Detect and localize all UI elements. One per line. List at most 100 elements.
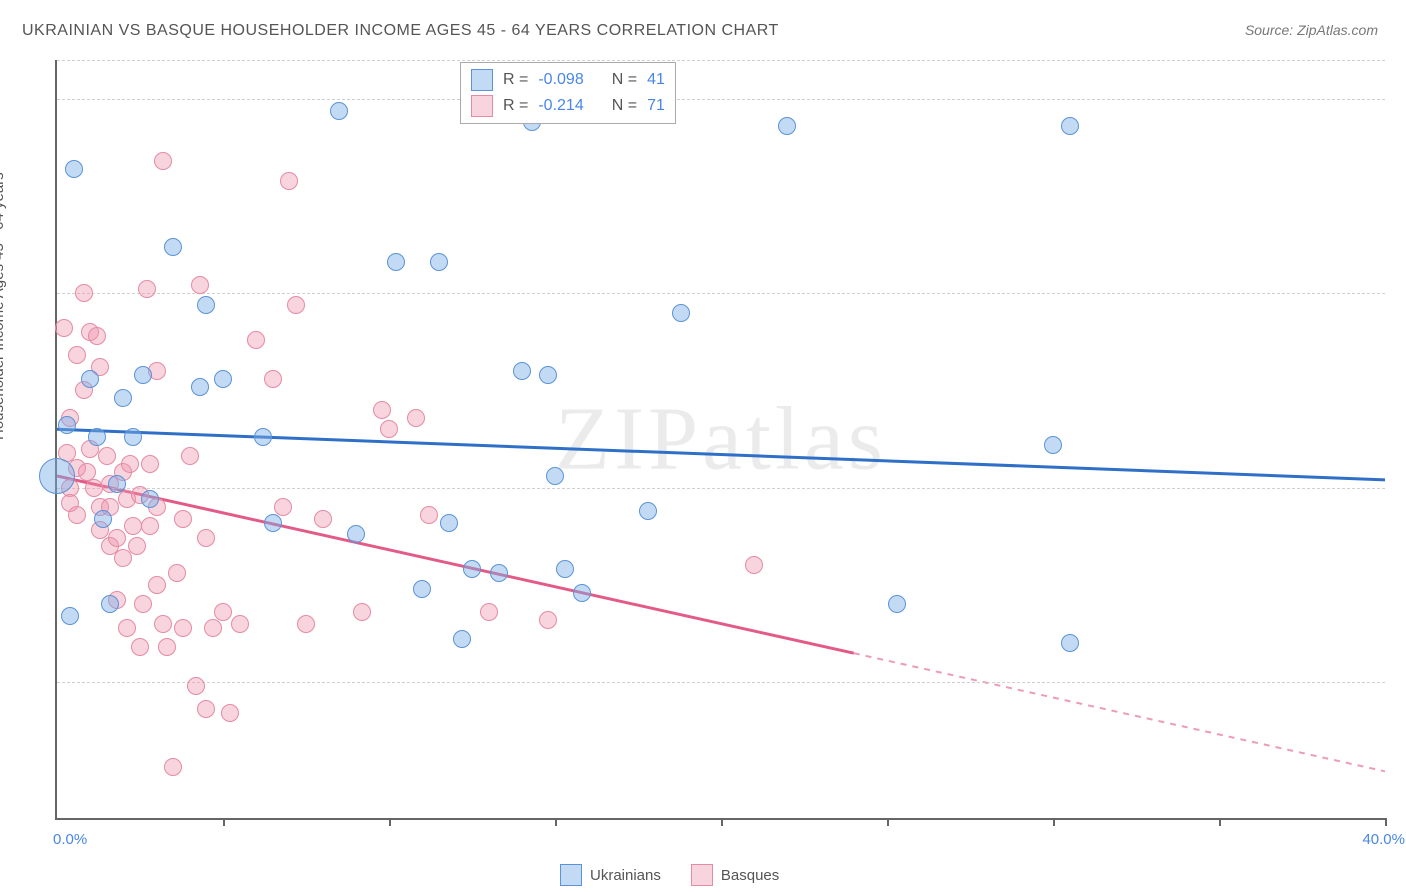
basques-point [204,619,222,637]
correlation-legend: R = -0.098 N = 41 R = -0.214 N = 71 [460,62,676,124]
ukrainians-label: Ukrainians [590,867,661,884]
x-tick [1385,818,1387,826]
basques-point [174,619,192,637]
basques-point [121,455,139,473]
ukrainians-point [1044,436,1062,454]
x-tick [721,818,723,826]
ukrainians-point [39,458,75,494]
x-tick [1053,818,1055,826]
legend-row-ukrainians: R = -0.098 N = 41 [471,67,665,93]
basques-point [745,556,763,574]
ukrainians-point [1061,117,1079,135]
ukrainians-point [61,607,79,625]
basques-swatch-icon [471,95,493,117]
basques-point [55,319,73,337]
gridline-h [57,488,1385,489]
basques-point [407,409,425,427]
ukrainians-point [347,525,365,543]
basques-point [131,638,149,656]
ukrainians-r-value: -0.098 [538,71,583,89]
legend-item-ukrainians: Ukrainians [560,864,661,886]
basques-point [118,619,136,637]
x-tick [389,818,391,826]
basques-point [154,152,172,170]
basques-point [353,603,371,621]
basques-point [134,595,152,613]
ukrainians-point [124,428,142,446]
basques-point [85,479,103,497]
ukrainians-point [573,584,591,602]
ukrainians-point [191,378,209,396]
r-label: R = [503,97,528,115]
ukrainians-point [108,475,126,493]
x-tick [1219,818,1221,826]
basques-point [420,506,438,524]
basques-point [141,455,159,473]
ukrainians-point [888,595,906,613]
basques-point [128,537,146,555]
x-axis-min-label: 0.0% [53,831,87,848]
n-label: N = [612,71,637,89]
basques-point [68,506,86,524]
ukrainians-point [463,560,481,578]
basques-point [297,615,315,633]
basques-point [88,327,106,345]
r-label: R = [503,71,528,89]
ukrainians-point [214,370,232,388]
ukrainians-point [639,502,657,520]
chart-title: UKRAINIAN VS BASQUE HOUSEHOLDER INCOME A… [22,22,779,40]
ukrainians-n-value: 41 [647,71,665,89]
basques-swatch-icon [691,864,713,886]
ukrainians-point [490,564,508,582]
source-attribution: Source: ZipAtlas.com [1245,22,1378,38]
basques-point [124,517,142,535]
ukrainians-point [546,467,564,485]
basques-point [373,401,391,419]
gridline-h [57,682,1385,683]
basques-point [181,447,199,465]
ukrainians-swatch-icon [560,864,582,886]
source-value: ZipAtlas.com [1297,22,1378,38]
ukrainians-point [88,428,106,446]
ukrainians-point [387,253,405,271]
gridline-h [57,293,1385,294]
y-tick-label: $200,000 [1393,90,1406,107]
legend-row-basques: R = -0.214 N = 71 [471,93,665,119]
basques-point [174,510,192,528]
ukrainians-point [264,514,282,532]
scatter-plot-area: ZIPatlas 0.0% 40.0% $50,000$100,000$150,… [55,60,1385,820]
basques-point [191,276,209,294]
gridline-h [57,60,1385,61]
ukrainians-point [134,366,152,384]
basques-point [247,331,265,349]
basques-point [68,346,86,364]
basques-point [138,280,156,298]
basques-point [314,510,332,528]
ukrainians-point [141,490,159,508]
ukrainians-point [330,102,348,120]
basques-label: Basques [721,867,779,884]
ukrainians-point [81,370,99,388]
basques-point [221,704,239,722]
y-tick-label: $100,000 [1393,479,1406,496]
ukrainians-point [164,238,182,256]
x-tick [887,818,889,826]
basques-point [539,611,557,629]
basques-point [154,615,172,633]
y-tick-label: $50,000 [1393,673,1406,690]
ukrainians-point [556,560,574,578]
legend-item-basques: Basques [691,864,779,886]
ukrainians-point [778,117,796,135]
y-tick-label: $150,000 [1393,285,1406,302]
ukrainians-point [58,416,76,434]
basques-point [197,529,215,547]
series-legend: Ukrainians Basques [560,864,779,886]
basques-point [197,700,215,718]
basques-point [141,517,159,535]
x-tick [555,818,557,826]
ukrainians-point [413,580,431,598]
basques-point [148,576,166,594]
basques-point [287,296,305,314]
basques-point [168,564,186,582]
basques-point [75,284,93,302]
